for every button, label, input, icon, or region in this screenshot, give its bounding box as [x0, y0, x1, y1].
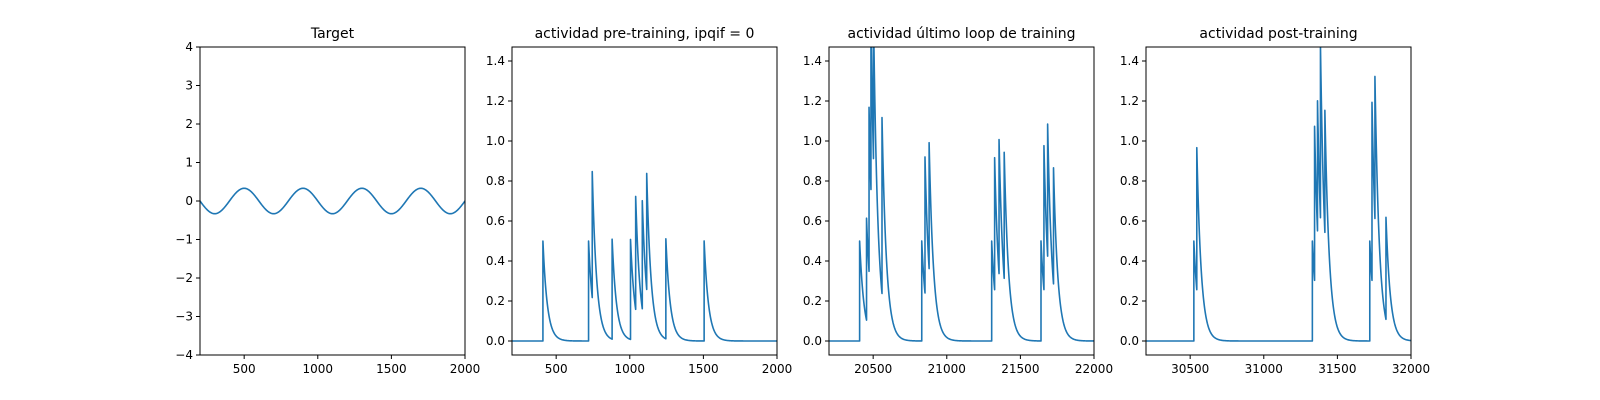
- x-tick-label: 1000: [303, 362, 334, 376]
- x-tick-label: 30500: [1171, 362, 1209, 376]
- x-tick-label: 31500: [1318, 362, 1356, 376]
- pre-training-panel: actividad pre-training, ipqif = 0 500 100…: [486, 26, 792, 376]
- y-tick-label: 4: [185, 40, 193, 54]
- x-tick-label: 2000: [450, 362, 481, 376]
- y-tick-label: 0.4: [1120, 254, 1139, 268]
- series-line-actividad: [1146, 47, 1411, 342]
- x-tick-label: 22000: [1075, 362, 1113, 376]
- y-tick-label: 1.2: [1120, 94, 1139, 108]
- x-tick-label: 2000: [762, 362, 793, 376]
- x-tick-label: 500: [545, 362, 568, 376]
- y-tick-label: 1: [185, 156, 193, 170]
- y-tick-label: 1.0: [486, 134, 505, 148]
- axes-frame: [511, 46, 778, 356]
- y-tick-label: 1.4: [1120, 54, 1139, 68]
- y-tick-label: 0.2: [1120, 294, 1139, 308]
- x-tick-label: 21500: [1001, 362, 1039, 376]
- panel-title: actividad último loop de training: [848, 26, 1076, 42]
- y-tick-label: 0.6: [803, 214, 822, 228]
- series-line-actividad: [829, 47, 1094, 342]
- y-tick-label: 1.4: [803, 54, 822, 68]
- y-tick-label: 1.0: [803, 134, 822, 148]
- y-tick-label: 0.8: [803, 174, 822, 188]
- y-tick-label: 0.2: [803, 294, 822, 308]
- y-tick-label: 2: [185, 117, 193, 131]
- y-tick-label: 0.8: [1120, 174, 1139, 188]
- y-tick-label: 1.0: [1120, 134, 1139, 148]
- y-tick-label: 0.4: [486, 254, 505, 268]
- x-tick-label: 1000: [615, 362, 646, 376]
- y-tick-label: 0.4: [803, 254, 822, 268]
- y-tick-label: −3: [175, 310, 193, 324]
- y-tick-label: 0.6: [486, 214, 505, 228]
- y-tick-label: 0: [185, 194, 193, 208]
- x-tick-label: 32000: [1392, 362, 1430, 376]
- y-tick-label: 0.0: [803, 334, 822, 348]
- axes-frame: [828, 46, 1095, 356]
- x-tick-label: 31000: [1245, 362, 1283, 376]
- y-tick-label: −1: [175, 233, 193, 247]
- y-tick-label: −4: [175, 348, 193, 362]
- x-tick-label: 1500: [688, 362, 719, 376]
- panel-title: actividad post-training: [1199, 26, 1357, 42]
- series-line-target: [200, 187, 465, 215]
- y-tick-label: 0.6: [1120, 214, 1139, 228]
- x-tick-label: 1500: [376, 362, 407, 376]
- y-tick-label: 0.0: [486, 334, 505, 348]
- axes-frame: [1145, 46, 1412, 356]
- x-tick-label: 500: [233, 362, 256, 376]
- last-training-loop-panel: actividad último loop de training 20500 2…: [803, 26, 1113, 376]
- y-tick-label: 0.0: [1120, 334, 1139, 348]
- panel-title: actividad pre-training, ipqif = 0: [535, 26, 755, 42]
- y-tick-label: 3: [185, 79, 193, 93]
- post-training-panel: actividad post-training 30500 31000 31500 3…: [1120, 26, 1430, 376]
- y-tick-label: 1.2: [803, 94, 822, 108]
- series-line-actividad: [512, 170, 777, 342]
- y-tick-label: 1.4: [486, 54, 505, 68]
- target-panel: Target 500 1000 1500 2000 −4 −3 −2 −1 0 1 2 3 4: [175, 26, 480, 376]
- y-tick-label: 0.2: [486, 294, 505, 308]
- y-tick-label: −2: [175, 271, 193, 285]
- x-tick-label: 21000: [928, 362, 966, 376]
- y-tick-label: 0.8: [486, 174, 505, 188]
- x-tick-label: 20500: [854, 362, 892, 376]
- y-tick-label: 1.2: [486, 94, 505, 108]
- panel-title: Target: [310, 26, 355, 42]
